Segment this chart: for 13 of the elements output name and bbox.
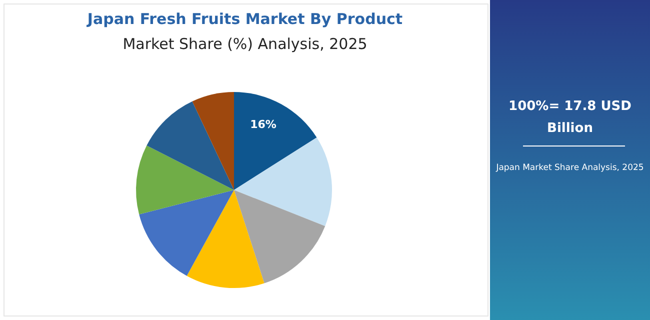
pie-slice bbox=[234, 137, 332, 226]
data-label: 16% bbox=[250, 118, 276, 131]
text: Japan Market Share Analysis, 2025 bbox=[495, 163, 644, 173]
pie-slice bbox=[146, 101, 234, 190]
pie-slice bbox=[186, 190, 264, 288]
pie-slice bbox=[139, 190, 234, 276]
chart-subtitle: Market Share (%) Analysis, 2025 bbox=[122, 35, 368, 53]
pie-slice bbox=[136, 146, 234, 214]
pie-slice bbox=[234, 92, 317, 190]
chart-title: Japan Fresh Fruits Market By Product bbox=[86, 10, 403, 28]
pie-slice bbox=[192, 92, 234, 190]
pie-slice bbox=[234, 190, 326, 284]
text: 100%= 17.8 USD Billion bbox=[508, 99, 632, 136]
